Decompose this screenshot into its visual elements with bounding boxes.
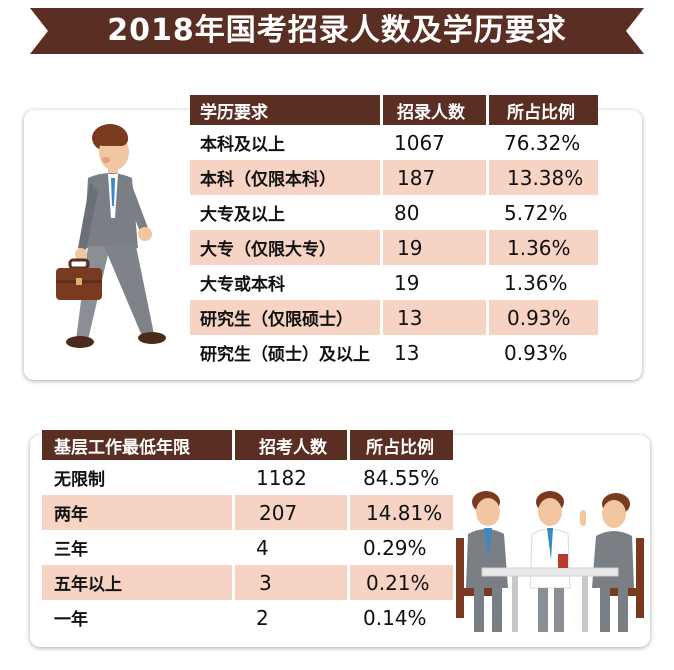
table-row: 大专或本科 19 1.36% [190,265,598,300]
education-table: 学历要求 招录人数 所占比例 本科及以上 1067 76.32% 本科（仅限本科… [190,95,598,370]
table-row: 两年 207 14.81% [42,495,453,530]
meeting-people-icon [456,491,644,632]
row-label: 大专及以上 [200,205,285,225]
row-count: 4 [256,535,269,560]
header-count: 招考人数 [232,430,347,460]
row-label: 三年 [54,540,88,560]
row-percent: 0.93% [504,340,568,365]
table-row: 一年 2 0.14% [42,600,453,635]
row-label: 研究生（硕士）及以上 [200,345,370,365]
row-count: 207 [232,495,347,530]
page-title: 2018年国考招录人数及学历要求 [107,13,567,48]
grassroots-table: 基层工作最低年限 招考人数 所占比例 无限制 1182 84.55% 两年 20… [42,430,453,635]
row-label: 无限制 [54,470,105,490]
row-count: 13 [394,340,420,365]
header-min-years: 基层工作最低年限 [42,430,232,460]
table-row: 本科及以上 1067 76.32% [190,125,598,160]
table-row: 五年以上 3 0.21% [42,565,453,600]
row-count: 1067 [394,130,445,155]
businessman-walking-icon [66,124,166,348]
row-label: 一年 [54,610,88,630]
row-count: 19 [380,230,486,265]
table-row: 大专（仅限大专） 19 1.36% [190,230,598,265]
table-row: 三年 4 0.29% [42,530,453,565]
row-percent: 0.93% [486,300,598,335]
table-row: 研究生（硕士）及以上 13 0.93% [190,335,598,370]
row-percent: 13.38% [486,160,598,195]
row-label: 大专或本科 [200,275,285,295]
row-count: 19 [394,270,420,295]
row-label: 五年以上 [42,565,232,600]
briefcase-icon [56,258,102,300]
row-label: 两年 [42,495,232,530]
row-count: 3 [232,565,347,600]
row-percent: 84.55% [363,465,440,490]
table-row: 无限制 1182 84.55% [42,460,453,495]
row-percent: 0.29% [363,535,427,560]
row-percent: 5.72% [504,200,568,225]
row-count: 1182 [256,465,307,490]
row-count: 2 [256,605,269,630]
row-percent: 0.21% [347,565,453,600]
row-label: 本科及以上 [200,135,285,155]
row-label: 大专（仅限大专） [190,230,380,265]
header-percent: 所占比例 [486,95,598,125]
row-percent: 0.14% [363,605,427,630]
row-count: 80 [394,200,420,225]
row-percent: 1.36% [504,270,568,295]
header-education: 学历要求 [190,95,380,125]
title-banner: 2018年国考招录人数及学历要求 [30,8,644,54]
education-table-header: 学历要求 招录人数 所占比例 [190,95,598,125]
header-percent: 所占比例 [347,430,453,460]
row-label: 本科（仅限本科） [190,160,380,195]
table-row: 本科（仅限本科） 187 13.38% [190,160,598,195]
row-label: 研究生（仅限硕士） [190,300,380,335]
table-row: 研究生（仅限硕士） 13 0.93% [190,300,598,335]
header-count: 招录人数 [380,95,486,125]
row-count: 187 [380,160,486,195]
row-count: 13 [380,300,486,335]
row-percent: 76.32% [504,130,581,155]
row-percent: 14.81% [347,495,453,530]
grassroots-table-header: 基层工作最低年限 招考人数 所占比例 [42,430,453,460]
table-row: 大专及以上 80 5.72% [190,195,598,230]
row-percent: 1.36% [486,230,598,265]
